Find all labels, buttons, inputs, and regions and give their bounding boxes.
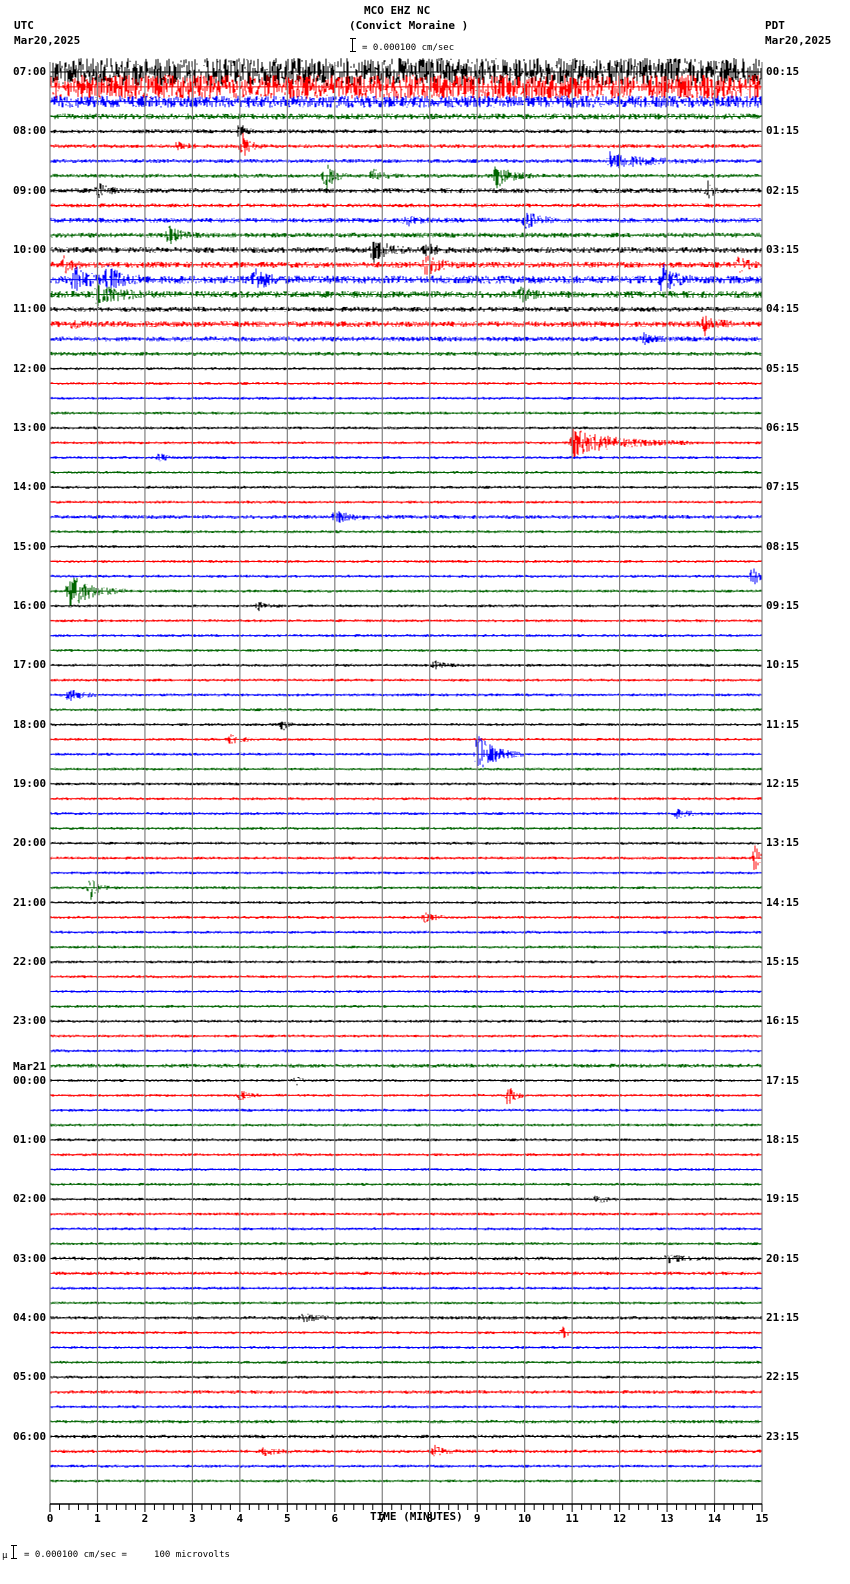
pdt-hour-label: 14:15 [766,895,800,909]
x-tick-label: 9 [473,1512,481,1525]
utc-hour-label: 09:00 [13,183,47,197]
pdt-hour-label: 19:15 [766,1192,800,1206]
trace-line [49,577,763,607]
utc-hour-label: 18:00 [13,717,47,731]
pdt-hour-label: 20:15 [766,1251,800,1265]
pdt-hour-label: 18:15 [766,1132,800,1146]
pdt-hour-label: 16:15 [766,1014,800,1028]
right-date: Mar20,2025 [765,34,832,47]
trace-line [49,241,763,263]
pdt-hour-label: 01:15 [766,124,800,138]
pdt-hour-label: 06:15 [766,420,800,434]
pdt-hour-label: 00:15 [766,65,800,78]
trace-line [49,1077,762,1086]
utc-hour-label: 23:00 [13,1014,47,1028]
utc-hour-label: 16:00 [13,598,47,612]
x-tick-label: 14 [707,1512,722,1525]
trace-line [49,180,763,199]
trace-line [49,132,763,156]
x-tick-label: 12 [612,1512,627,1525]
x-tick-label: 15 [755,1512,769,1525]
utc-hour-label: 06:00 [13,1429,47,1443]
pdt-hour-label: 02:15 [766,183,800,197]
scale-text: = 0.000100 cm/sec [362,43,455,53]
trace-line [49,601,763,612]
trace-line [49,1088,763,1105]
station-title: MCO EHZ NC [364,4,431,17]
pdt-hour-label: 07:15 [766,480,800,494]
footer-scale-text: = 0.000100 cm/sec = 100 microvolts [24,1550,230,1560]
utc-hour-label: 05:00 [13,1370,47,1384]
x-tick-label: 6 [331,1512,339,1525]
utc-hour-label: 11:00 [13,302,47,316]
trace-line [49,690,763,701]
trace-line [49,164,763,192]
pdt-hour-label: 17:15 [766,1073,800,1087]
date-change-label: Mar21 [13,1059,47,1073]
trace-line [49,1444,763,1457]
pdt-hour-label: 23:15 [766,1429,800,1443]
station-location: (Convict Moraine ) [349,19,469,32]
trace-line [49,721,763,731]
x-tick-label: 2 [141,1512,149,1525]
x-tick-label: 4 [236,1512,244,1525]
micro-symbol: µ [2,1551,8,1561]
utc-hour-label: 00:00 [13,1073,47,1087]
x-axis-title: TIME (MINUTES) [370,1510,463,1523]
left-timezone: UTC [14,19,34,32]
utc-hour-label: 13:00 [13,420,47,434]
pdt-hour-label: 22:15 [766,1370,800,1384]
utc-hour-label: 12:00 [13,361,47,375]
utc-hour-label: 19:00 [13,776,47,790]
utc-hour-label: 03:00 [13,1251,47,1265]
trace-line [49,315,763,337]
utc-hour-label: 15:00 [13,539,47,553]
x-tick-label: 7 [378,1512,386,1525]
pdt-hour-label: 04:15 [766,302,800,316]
utc-hour-label: 21:00 [13,895,47,909]
utc-hour-label: 04:00 [13,1310,47,1324]
x-tick-label: 5 [284,1512,291,1525]
x-tick-label: 13 [660,1512,674,1525]
pdt-hour-label: 13:15 [766,836,800,850]
pdt-hour-label: 08:15 [766,539,800,553]
utc-hour-label: 22:00 [13,954,47,968]
pdt-hour-label: 12:15 [766,776,800,790]
utc-hour-label: 01:00 [13,1132,47,1146]
x-tick-label: 11 [565,1512,579,1525]
x-tick-label: 10 [518,1512,532,1525]
pdt-hour-label: 05:15 [766,361,800,375]
x-tick-label: 3 [189,1512,196,1525]
utc-hour-label: 10:00 [13,242,47,256]
footer-scale-bar-icon [11,1545,19,1559]
x-tick-label: 0 [46,1512,54,1525]
trace-line [49,1254,762,1264]
trace-line [49,880,763,900]
utc-hour-label: 07:00 [13,65,47,78]
pdt-hour-label: 10:15 [766,658,800,672]
pdt-hour-label: 15:15 [766,954,800,968]
right-timezone: PDT [765,19,785,32]
utc-hour-label: 17:00 [13,658,47,672]
trace-line [49,151,763,169]
pdt-hour-label: 09:15 [766,598,800,612]
utc-hour-label: 20:00 [13,836,47,850]
scale-bar-icon [350,38,358,52]
pdt-hour-label: 21:15 [766,1310,800,1324]
utc-hour-label: 14:00 [13,480,47,494]
x-tick-label: 8 [426,1512,434,1525]
utc-hour-label: 08:00 [13,124,47,138]
x-tick-label: 1 [94,1512,101,1525]
pdt-hour-label: 11:15 [766,717,800,731]
utc-hour-label: 02:00 [13,1192,47,1206]
pdt-hour-label: 03:15 [766,242,800,256]
left-date: Mar20,2025 [14,34,81,47]
